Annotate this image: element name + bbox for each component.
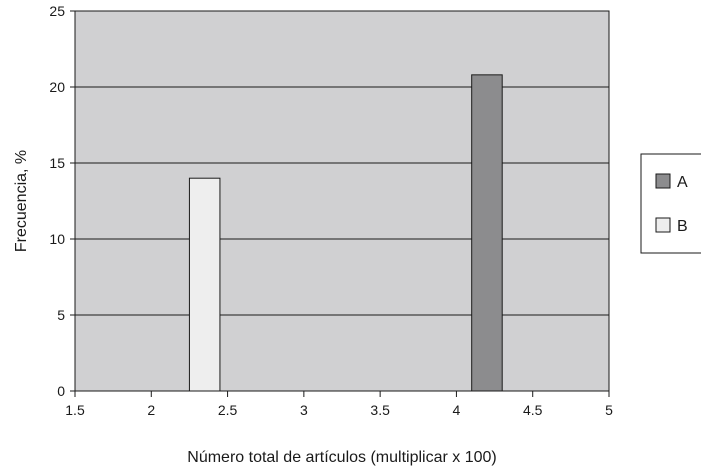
y-axis-title: Frecuencia, % [13, 150, 30, 252]
y-tick-label: 10 [49, 231, 65, 247]
x-tick-label: 2.5 [218, 402, 238, 418]
bars [188, 74, 503, 392]
plot-area [74, 10, 610, 392]
bar-a [471, 74, 503, 392]
y-axis-ticks: 0 5 10 15 20 25 [49, 3, 75, 399]
y-tick-label: 25 [49, 3, 65, 19]
legend-label-b: B [677, 218, 688, 235]
x-axis-title: Número total de artículos (multiplicar x… [187, 449, 496, 466]
bar-b [188, 177, 221, 392]
x-tick-label: 3.5 [370, 402, 390, 418]
legend-label-a: A [677, 174, 688, 191]
x-tick-label: 1.5 [65, 402, 85, 418]
y-tick-label: 0 [57, 383, 65, 399]
x-tick-label: 3 [300, 402, 308, 418]
legend-swatch-b [655, 217, 671, 233]
x-tick-label: 4.5 [523, 402, 543, 418]
gridlines [75, 86, 609, 316]
legend-swatch-a [655, 173, 671, 189]
x-axis-ticks: 1.5 2 2.5 3 3.5 4 4.5 5 [65, 391, 613, 418]
legend-box [640, 153, 701, 254]
y-tick-label: 20 [49, 79, 65, 95]
x-tick-label: 2 [147, 402, 155, 418]
x-tick-label: 5 [605, 402, 613, 418]
x-tick-label: 4 [453, 402, 461, 418]
y-tick-label: 5 [57, 307, 65, 323]
y-tick-label: 15 [49, 155, 65, 171]
legend: A B [640, 153, 701, 254]
